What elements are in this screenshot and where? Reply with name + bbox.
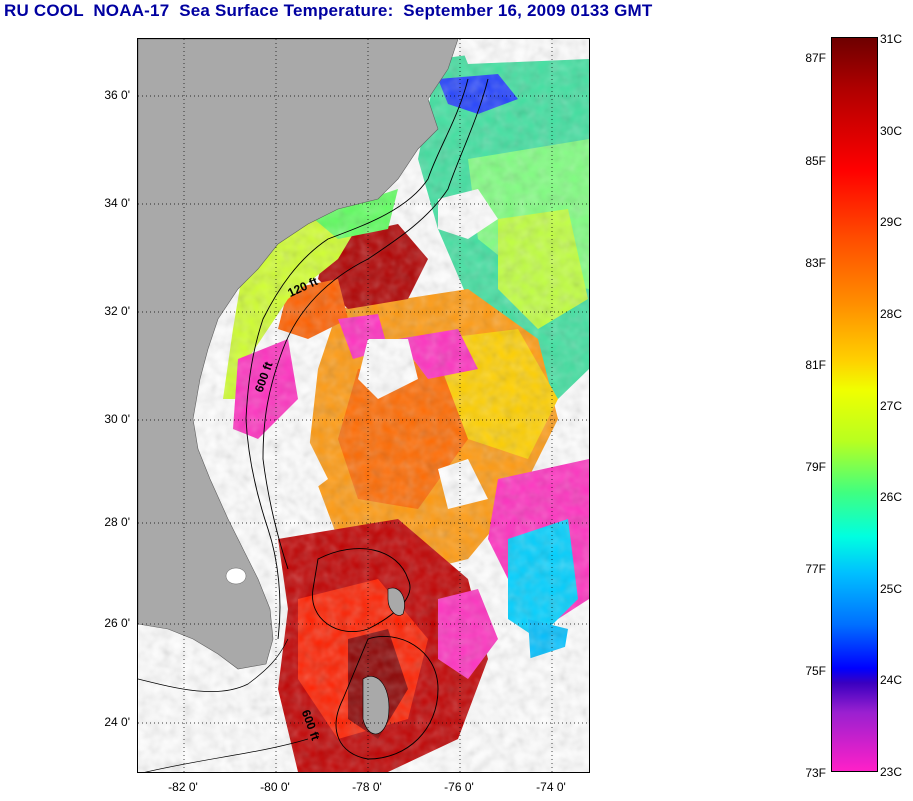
lon-label: -76 0': [444, 780, 474, 794]
contour-120ft: [245, 78, 469, 640]
map-title: RU COOL NOAA-17 Sea Surface Temperature:…: [4, 1, 653, 20]
colorbar-c-label: 28C: [880, 307, 903, 321]
lat-label: 36 0': [104, 88, 130, 102]
lon-label: -82 0': [168, 780, 198, 794]
colorbar-c-label: 26C: [880, 490, 903, 504]
colorbar-c-label: 30C: [880, 124, 903, 138]
colorbar-f-label: 87F: [805, 51, 826, 65]
temperature-colorbar: [831, 37, 878, 772]
colorbar-c-label: 31C: [880, 32, 903, 46]
lat-label: 30 0': [104, 412, 130, 426]
colorbar-f-label: 77F: [805, 562, 826, 576]
colorbar-f-label: 85F: [805, 154, 826, 168]
colorbar-f-label: 79F: [805, 460, 826, 474]
colorbar-c-label: 24C: [880, 673, 903, 687]
lon-label: -74 0': [536, 780, 566, 794]
lat-label: 32 0': [104, 304, 130, 318]
lon-label: -80 0': [260, 780, 290, 794]
colorbar-f-label: 75F: [805, 664, 826, 678]
colorbar-f-label: 73F: [805, 766, 826, 780]
lon-label: -78 0': [352, 780, 382, 794]
lat-label: 28 0': [104, 515, 130, 529]
lat-label: 24 0': [104, 715, 130, 729]
colorbar-c-label: 23C: [880, 765, 903, 779]
contour-600ft: [262, 78, 489, 570]
colorbar-c-label: 27C: [880, 399, 903, 413]
colorbar-f-label: 81F: [805, 358, 826, 372]
colorbar-c-label: 25C: [880, 582, 903, 596]
colorbar-c-label: 29C: [880, 215, 903, 229]
lat-label: 26 0': [104, 616, 130, 630]
lat-label: 34 0': [104, 196, 130, 210]
sst-map: [137, 38, 590, 773]
land-mass: [138, 39, 459, 670]
colorbar-f-label: 83F: [805, 256, 826, 270]
sst-map-canvas: [138, 39, 589, 772]
